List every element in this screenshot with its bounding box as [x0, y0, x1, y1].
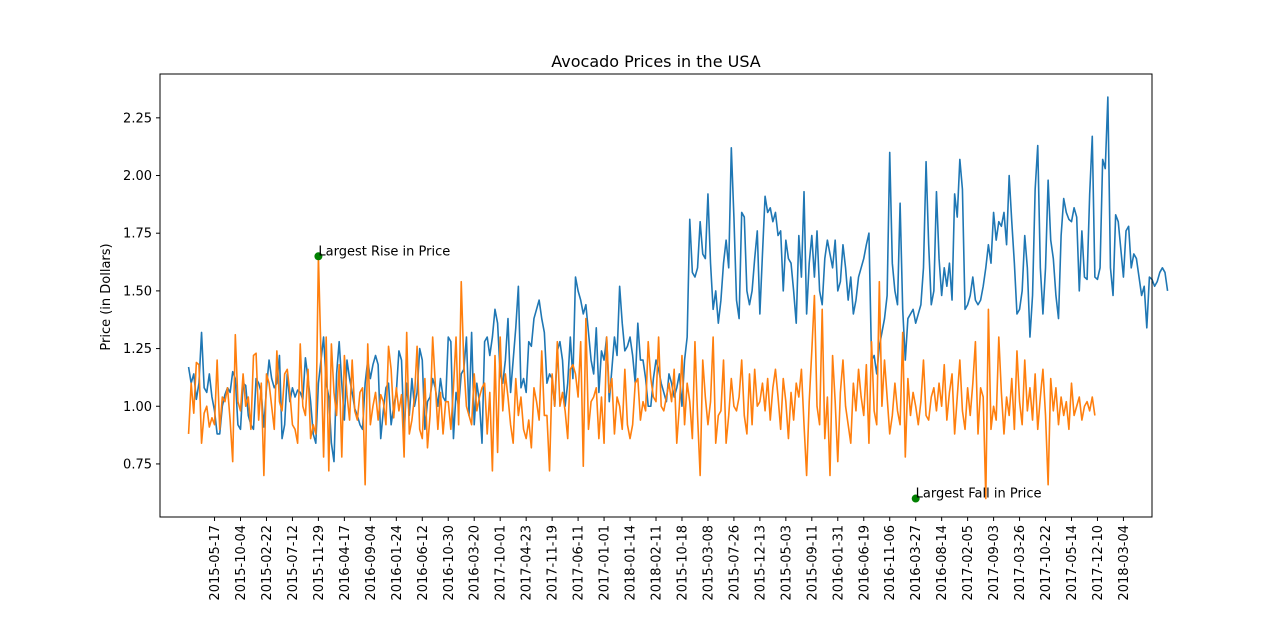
annotation-label-1: Largest Rise in Price — [318, 244, 450, 259]
x-tick-label: 2015-11-29 — [312, 525, 327, 601]
x-tick-label: 2018-03-04 — [1117, 525, 1132, 601]
x-tick-label: 2017-12-10 — [1091, 525, 1106, 601]
chart-title: Avocado Prices in the USA — [551, 52, 761, 71]
x-tick-label: 2015-07-12 — [286, 525, 301, 601]
x-tick-label: 2017-01-01 — [598, 525, 613, 601]
y-tick-label: 0.75 — [123, 457, 152, 472]
y-axis: 0.75 1.00 1.25 1.50 1.75 2.00 2.25 — [123, 111, 160, 472]
x-tick-label: 2016-03-27 — [909, 525, 924, 601]
y-tick-label: 2.25 — [123, 111, 152, 126]
plot-frame — [159, 73, 1153, 518]
x-tick-label: 2017-02-05 — [961, 525, 976, 601]
annotation-marker-1 — [314, 252, 323, 261]
y-tick-label: 1.25 — [123, 342, 152, 357]
series-group — [187, 96, 1169, 500]
x-tick-label: 2017-11-19 — [546, 525, 561, 601]
y-tick-label: 1.00 — [123, 400, 152, 415]
x-tick-label: 2017-09-03 — [987, 525, 1002, 601]
x-axis: 2015-05-17 2015-10-04 2015-02-22 2015-07-12… — [208, 517, 1132, 601]
x-tick-label: 2016-11-06 — [883, 525, 898, 601]
y-tick-label: 1.75 — [123, 227, 152, 242]
annotation-marker-2 — [911, 494, 920, 503]
x-tick-label: 2016-06-19 — [857, 525, 872, 601]
x-tick-label: 2015-09-11 — [805, 525, 820, 601]
x-tick-label: 2015-02-22 — [260, 525, 275, 601]
x-tick-label: 2015-05-03 — [779, 525, 794, 601]
y-axis-label: Price (in Dollars) — [99, 243, 114, 350]
x-tick-label: 2016-04-17 — [338, 525, 353, 601]
x-tick-label: 2017-10-01 — [494, 525, 509, 601]
x-tick-label: 2015-03-08 — [701, 525, 716, 601]
annotations: Largest Rise in Price Largest Fall in Pri… — [314, 244, 1042, 503]
x-tick-label: 2015-05-17 — [208, 525, 223, 601]
x-tick-label: 2016-10-30 — [442, 525, 457, 601]
x-tick-label: 2016-08-14 — [935, 525, 950, 601]
x-tick-label: 2016-01-31 — [831, 525, 846, 601]
x-tick-label: 2016-06-12 — [416, 525, 431, 601]
annotation-label-2: Largest Fall in Price — [916, 487, 1042, 502]
x-tick-label: 2017-03-26 — [1013, 525, 1028, 601]
x-tick-label: 2017-06-11 — [572, 525, 587, 601]
x-tick-label: 2018-02-11 — [650, 525, 665, 601]
y-tick-label: 2.00 — [123, 169, 152, 184]
x-tick-label: 2015-12-13 — [753, 525, 768, 601]
x-tick-label: 2015-10-04 — [234, 525, 249, 601]
series-line-1 — [187, 96, 1169, 463]
x-tick-label: 2015-07-26 — [727, 525, 742, 601]
x-tick-label: 2016-03-20 — [468, 525, 483, 601]
x-tick-label: 2018-01-14 — [624, 525, 639, 601]
x-tick-label: 2017-10-22 — [1039, 525, 1054, 601]
y-tick-label: 1.50 — [123, 284, 152, 299]
x-tick-label: 2016-01-24 — [390, 525, 405, 601]
x-tick-label: 2016-09-04 — [364, 525, 379, 601]
x-tick-label: 2017-05-14 — [1065, 525, 1080, 601]
x-tick-label: 2015-10-18 — [675, 525, 690, 601]
x-tick-label: 2017-04-23 — [520, 525, 535, 601]
series-line-2 — [187, 255, 1096, 500]
